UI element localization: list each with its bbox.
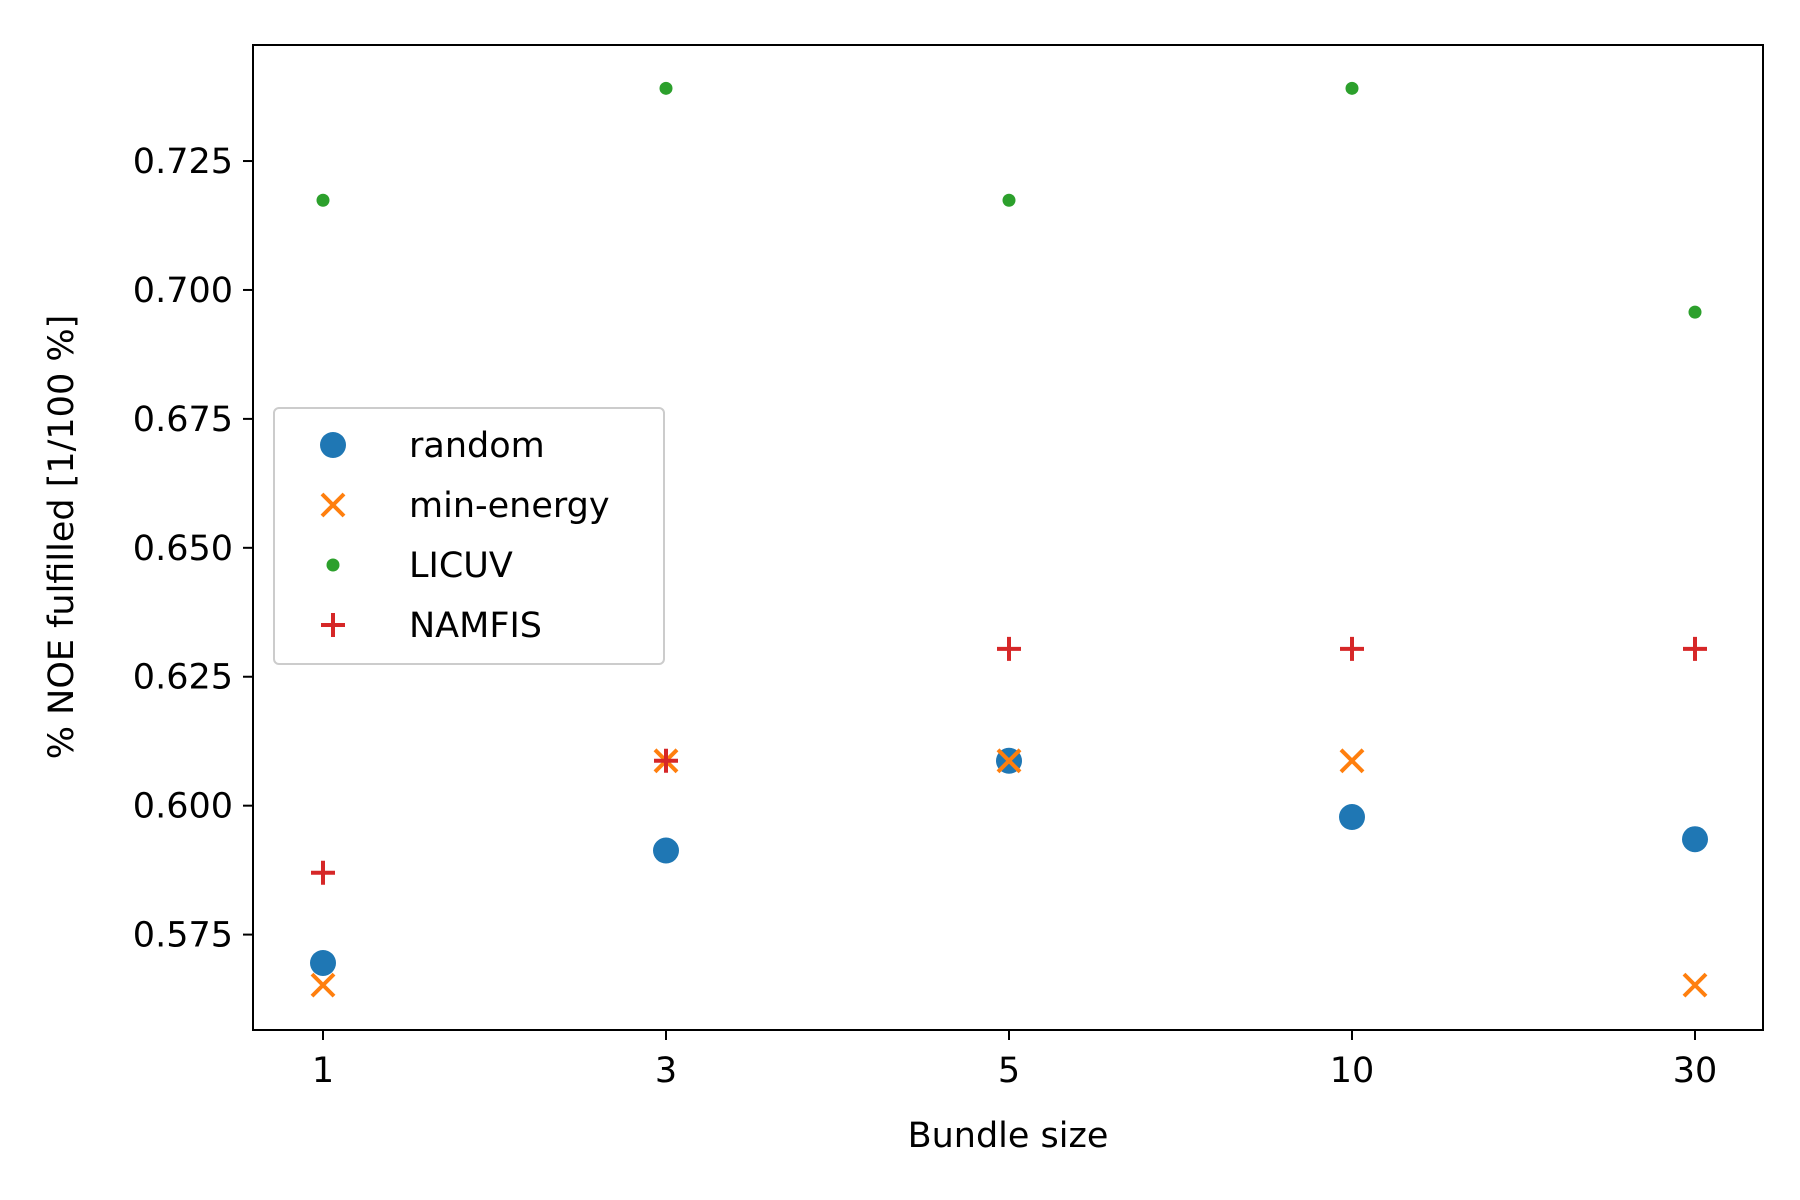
y-tick-label: 0.575	[133, 916, 233, 956]
data-point	[1345, 81, 1359, 95]
legend-label: min-energy	[409, 486, 610, 526]
y-axis: 0.575 0.600 0.625 0.650 0.675 0.700 0.725	[133, 142, 253, 956]
y-axis-label: % NOE fulfilled [1/100 %]	[42, 315, 82, 760]
data-point	[653, 837, 679, 864]
data-point	[1682, 826, 1708, 853]
data-point	[316, 193, 330, 207]
data-point	[1339, 748, 1365, 774]
data-point	[310, 949, 336, 976]
x-axis-label: Bundle size	[908, 1116, 1109, 1156]
y-tick-label: 0.625	[133, 658, 233, 698]
data-points	[310, 81, 1708, 998]
legend-marker	[320, 432, 346, 458]
plot-frame	[252, 44, 1764, 1031]
data-point	[311, 860, 335, 885]
series-NAMFIS	[311, 636, 1707, 885]
data-point	[1340, 636, 1364, 661]
data-point	[1002, 193, 1016, 207]
y-tick-label: 0.725	[133, 142, 233, 182]
data-point	[310, 972, 336, 998]
y-tick-label: 0.700	[133, 271, 233, 311]
x-tick-label: 5	[998, 1051, 1020, 1091]
legend: random min-energy LICUV NAMFIS	[273, 407, 665, 665]
y-tick-label: 0.650	[133, 529, 233, 569]
x-tick-label: 3	[655, 1051, 677, 1091]
data-point	[996, 748, 1022, 774]
data-point	[997, 636, 1021, 661]
series-min-energy	[310, 748, 1708, 998]
series-LICUV	[316, 81, 1702, 319]
data-point	[1339, 804, 1365, 831]
legend-label: LICUV	[409, 546, 513, 586]
legend-label: random	[409, 426, 545, 466]
legend-frame	[273, 407, 665, 665]
x-axis: 1 3 5 10 30	[312, 1030, 1717, 1091]
legend-marker	[320, 492, 346, 518]
legend-label: NAMFIS	[409, 606, 542, 646]
legend-marker	[326, 558, 340, 572]
data-point	[1688, 305, 1702, 319]
legend-marker	[321, 613, 345, 637]
y-tick-label: 0.600	[133, 787, 233, 827]
data-point	[654, 748, 678, 773]
data-point	[659, 81, 673, 95]
x-tick-label: 30	[1673, 1051, 1718, 1091]
data-point	[1682, 972, 1708, 998]
y-tick-label: 0.675	[133, 400, 233, 440]
data-point	[1683, 636, 1707, 661]
x-tick-label: 10	[1330, 1051, 1375, 1091]
x-tick-label: 1	[312, 1051, 334, 1091]
